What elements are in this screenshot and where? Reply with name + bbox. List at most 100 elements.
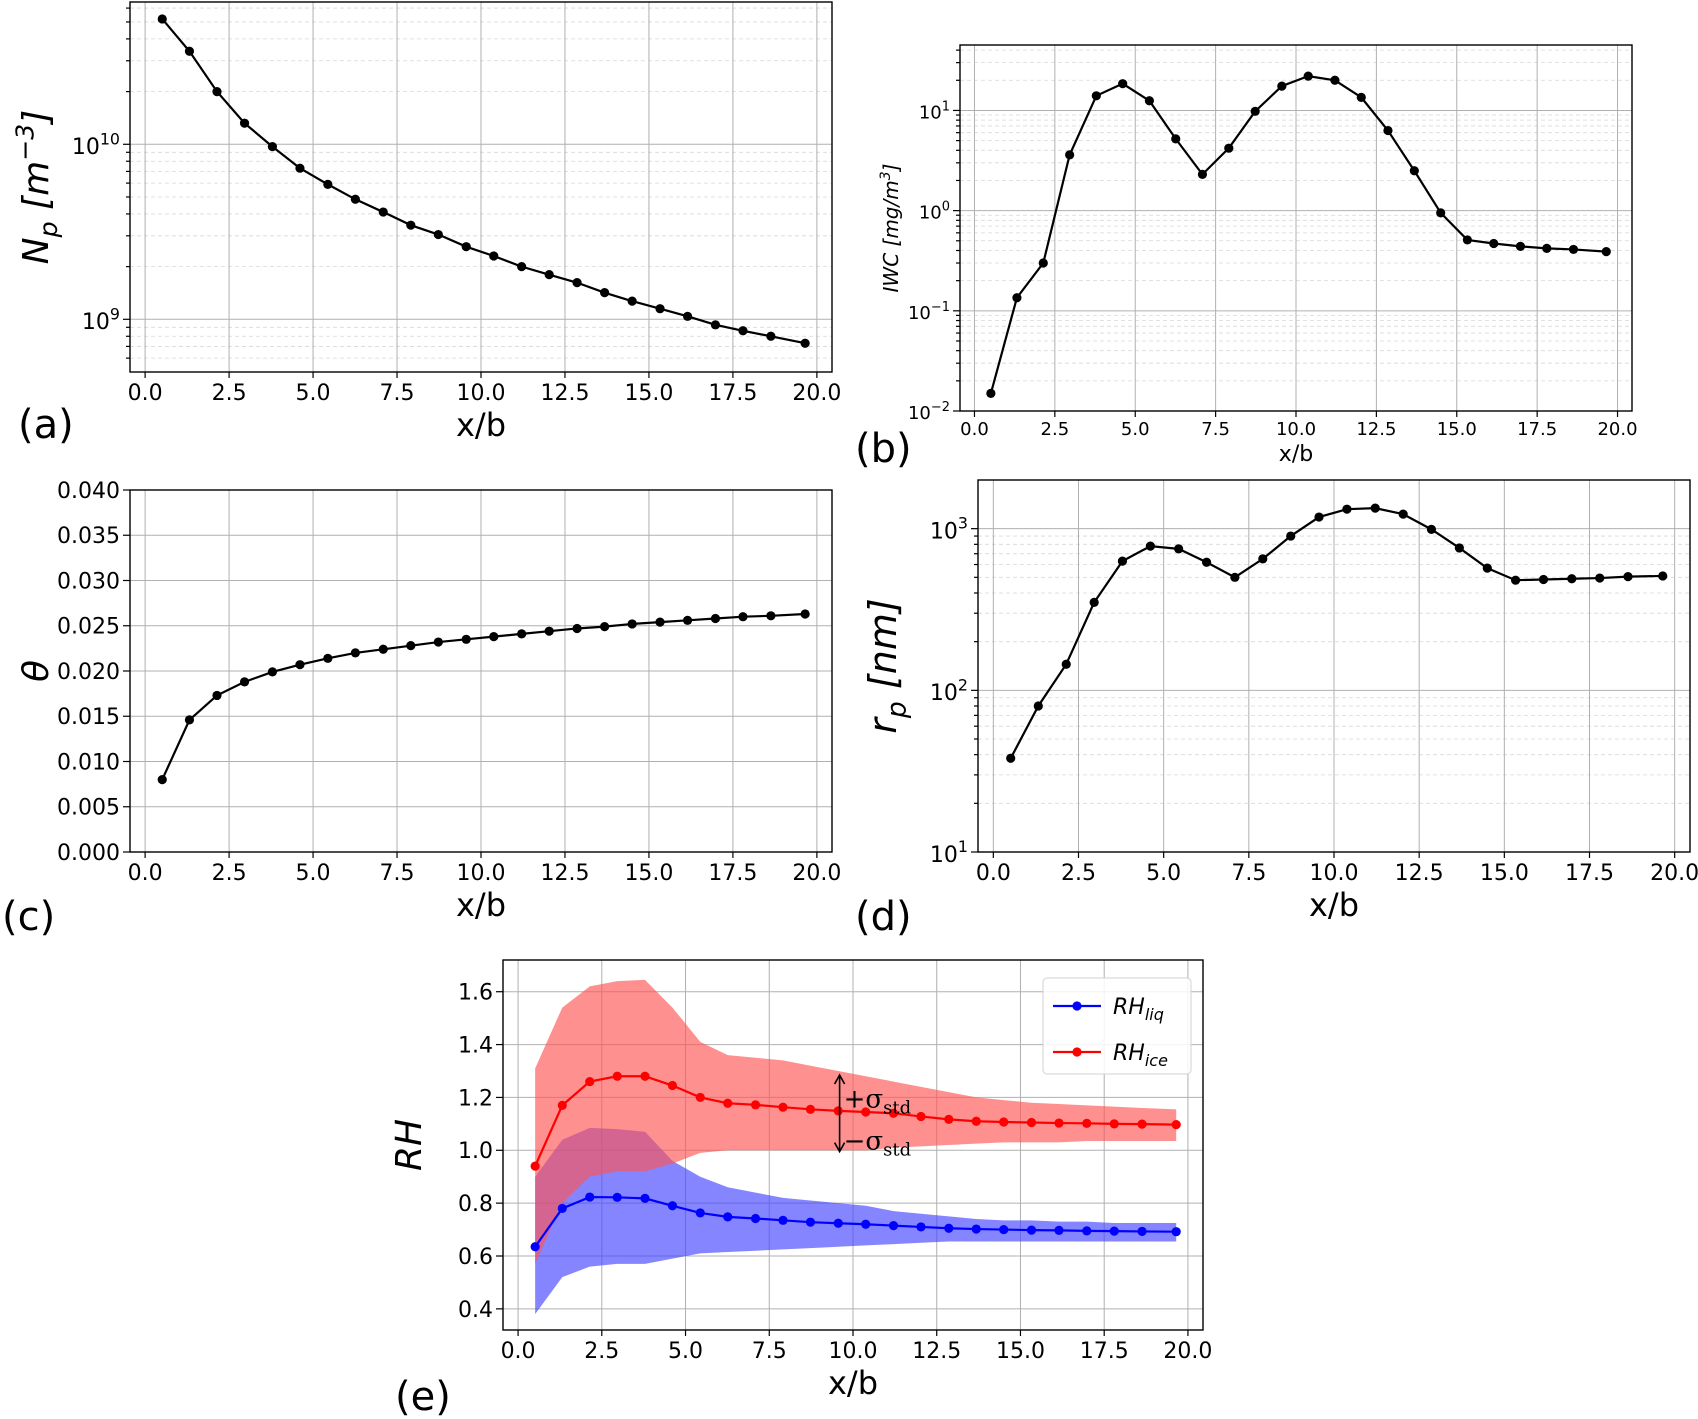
std-band-liq: [535, 1127, 1177, 1315]
x-tick-label: 5.0: [668, 1339, 703, 1364]
data-point: [1356, 92, 1366, 102]
x-tick-label: 2.5: [1041, 419, 1070, 440]
data-point: [1454, 543, 1464, 553]
data-point: [433, 637, 443, 647]
x-tick-label: 10.0: [1276, 419, 1316, 440]
data-point: [323, 653, 333, 663]
x-tick-label: 12.5: [1395, 861, 1444, 886]
data-point: [1303, 71, 1313, 81]
chart-panel-0: 0.0 2.5 5.0 7.5 10.0 12.5 15.0 17.5 20.0 109 1010 x…: [11, 1, 841, 448]
y-axis-label: IWC [mg/m3]: [878, 164, 903, 293]
data-point: [1250, 106, 1260, 116]
data-point: [944, 1223, 954, 1233]
y-axis-label: RH: [389, 1119, 430, 1171]
data-point: [861, 1219, 871, 1229]
y-tick-label: 1.2: [458, 1086, 493, 1111]
data-point: [916, 1111, 926, 1122]
data-point: [1012, 293, 1022, 303]
data-point: [530, 1161, 540, 1171]
data-point: [406, 641, 416, 651]
sigma-arrow-up: [833, 1073, 846, 1085]
data-point: [1033, 701, 1043, 711]
data-point: [544, 270, 554, 280]
y-tick-label: 0.005: [57, 796, 120, 821]
data-point: [1224, 143, 1234, 153]
x-tick-label: 0.0: [960, 419, 989, 440]
data-point: [572, 278, 582, 288]
x-tick-label: 15.0: [624, 381, 673, 406]
x-axis-label: x/b: [828, 1364, 878, 1402]
data-point: [750, 1100, 761, 1110]
data-point: [1623, 572, 1633, 582]
sigma-arrow-down: [833, 1142, 846, 1154]
data-point: [738, 326, 748, 336]
data-point: [1342, 504, 1352, 514]
y-tick-label: 0.8: [458, 1192, 493, 1217]
data-point: [1538, 574, 1549, 585]
data-point: [1197, 169, 1208, 179]
data-point: [1171, 134, 1181, 144]
panel-label: (a): [18, 402, 74, 448]
data-point: [1038, 258, 1048, 268]
x-axis-label: x/b: [1279, 442, 1313, 467]
data-point: [489, 251, 499, 261]
x-tick-label: 10.0: [457, 861, 506, 886]
data-point: [557, 1203, 567, 1214]
data-point: [1201, 557, 1212, 567]
x-tick-label: 12.5: [540, 381, 589, 406]
data-point: [585, 1076, 595, 1087]
x-tick-label: 10.0: [457, 381, 506, 406]
panel-label: (c): [2, 894, 55, 940]
data-point: [1118, 79, 1128, 89]
data-point: [1370, 503, 1380, 513]
x-axis-label: x/b: [456, 406, 506, 444]
x-tick-label: 7.5: [752, 1339, 787, 1364]
sigma-plus-label: +σstd: [844, 1084, 912, 1118]
data-point: [1026, 1225, 1037, 1235]
data-point: [184, 715, 195, 725]
x-tick-label: 20.0: [792, 381, 841, 406]
panel-label: (d): [855, 894, 912, 940]
data-point: [184, 46, 195, 56]
data-point: [557, 1100, 567, 1110]
data-point: [1482, 563, 1492, 573]
data-point: [800, 609, 810, 619]
data-point: [778, 1102, 788, 1112]
data-point: [1383, 125, 1393, 136]
data-point: [1601, 246, 1611, 257]
data-point: [612, 1071, 622, 1081]
x-tick-label: 0.0: [128, 381, 163, 406]
x-tick-label: 17.5: [708, 861, 757, 886]
x-tick-label: 15.0: [624, 861, 673, 886]
data-point: [710, 613, 721, 624]
series-line-0: [989, 75, 1607, 394]
data-point: [1286, 531, 1296, 541]
data-point: [833, 1106, 843, 1116]
x-tick-label: 2.5: [212, 381, 247, 406]
y-tick-label: 100: [919, 200, 950, 224]
data-point: [267, 141, 278, 152]
axes-frame: [502, 959, 1204, 1331]
series-line-0: [1009, 507, 1663, 759]
legend-entry: RHliq: [1113, 995, 1164, 1024]
data-point: [1061, 659, 1071, 669]
data-point: [323, 179, 333, 189]
data-point: [723, 1098, 733, 1108]
data-point: [655, 304, 665, 314]
data-point: [888, 1221, 899, 1231]
x-tick-label: 12.5: [912, 1339, 961, 1364]
chart-panel-2: 0.0 2.5 5.0 7.5 10.0 12.5 15.0 17.5 20.0 0.000 0.0…: [2, 479, 841, 940]
data-point: [1277, 81, 1287, 91]
data-point: [461, 242, 471, 252]
y-tick-label: 103: [930, 514, 968, 545]
data-point: [1026, 1117, 1037, 1128]
data-point: [1006, 753, 1016, 763]
data-point: [295, 660, 305, 670]
data-point: [805, 1104, 816, 1114]
x-tick-label: 20.0: [792, 861, 841, 886]
legend-marker: [1072, 1047, 1082, 1057]
y-tick-label: 101: [930, 837, 968, 868]
sigma-minus-label: −σstd: [844, 1126, 912, 1160]
data-point: [530, 1242, 540, 1252]
data-point: [986, 388, 996, 398]
